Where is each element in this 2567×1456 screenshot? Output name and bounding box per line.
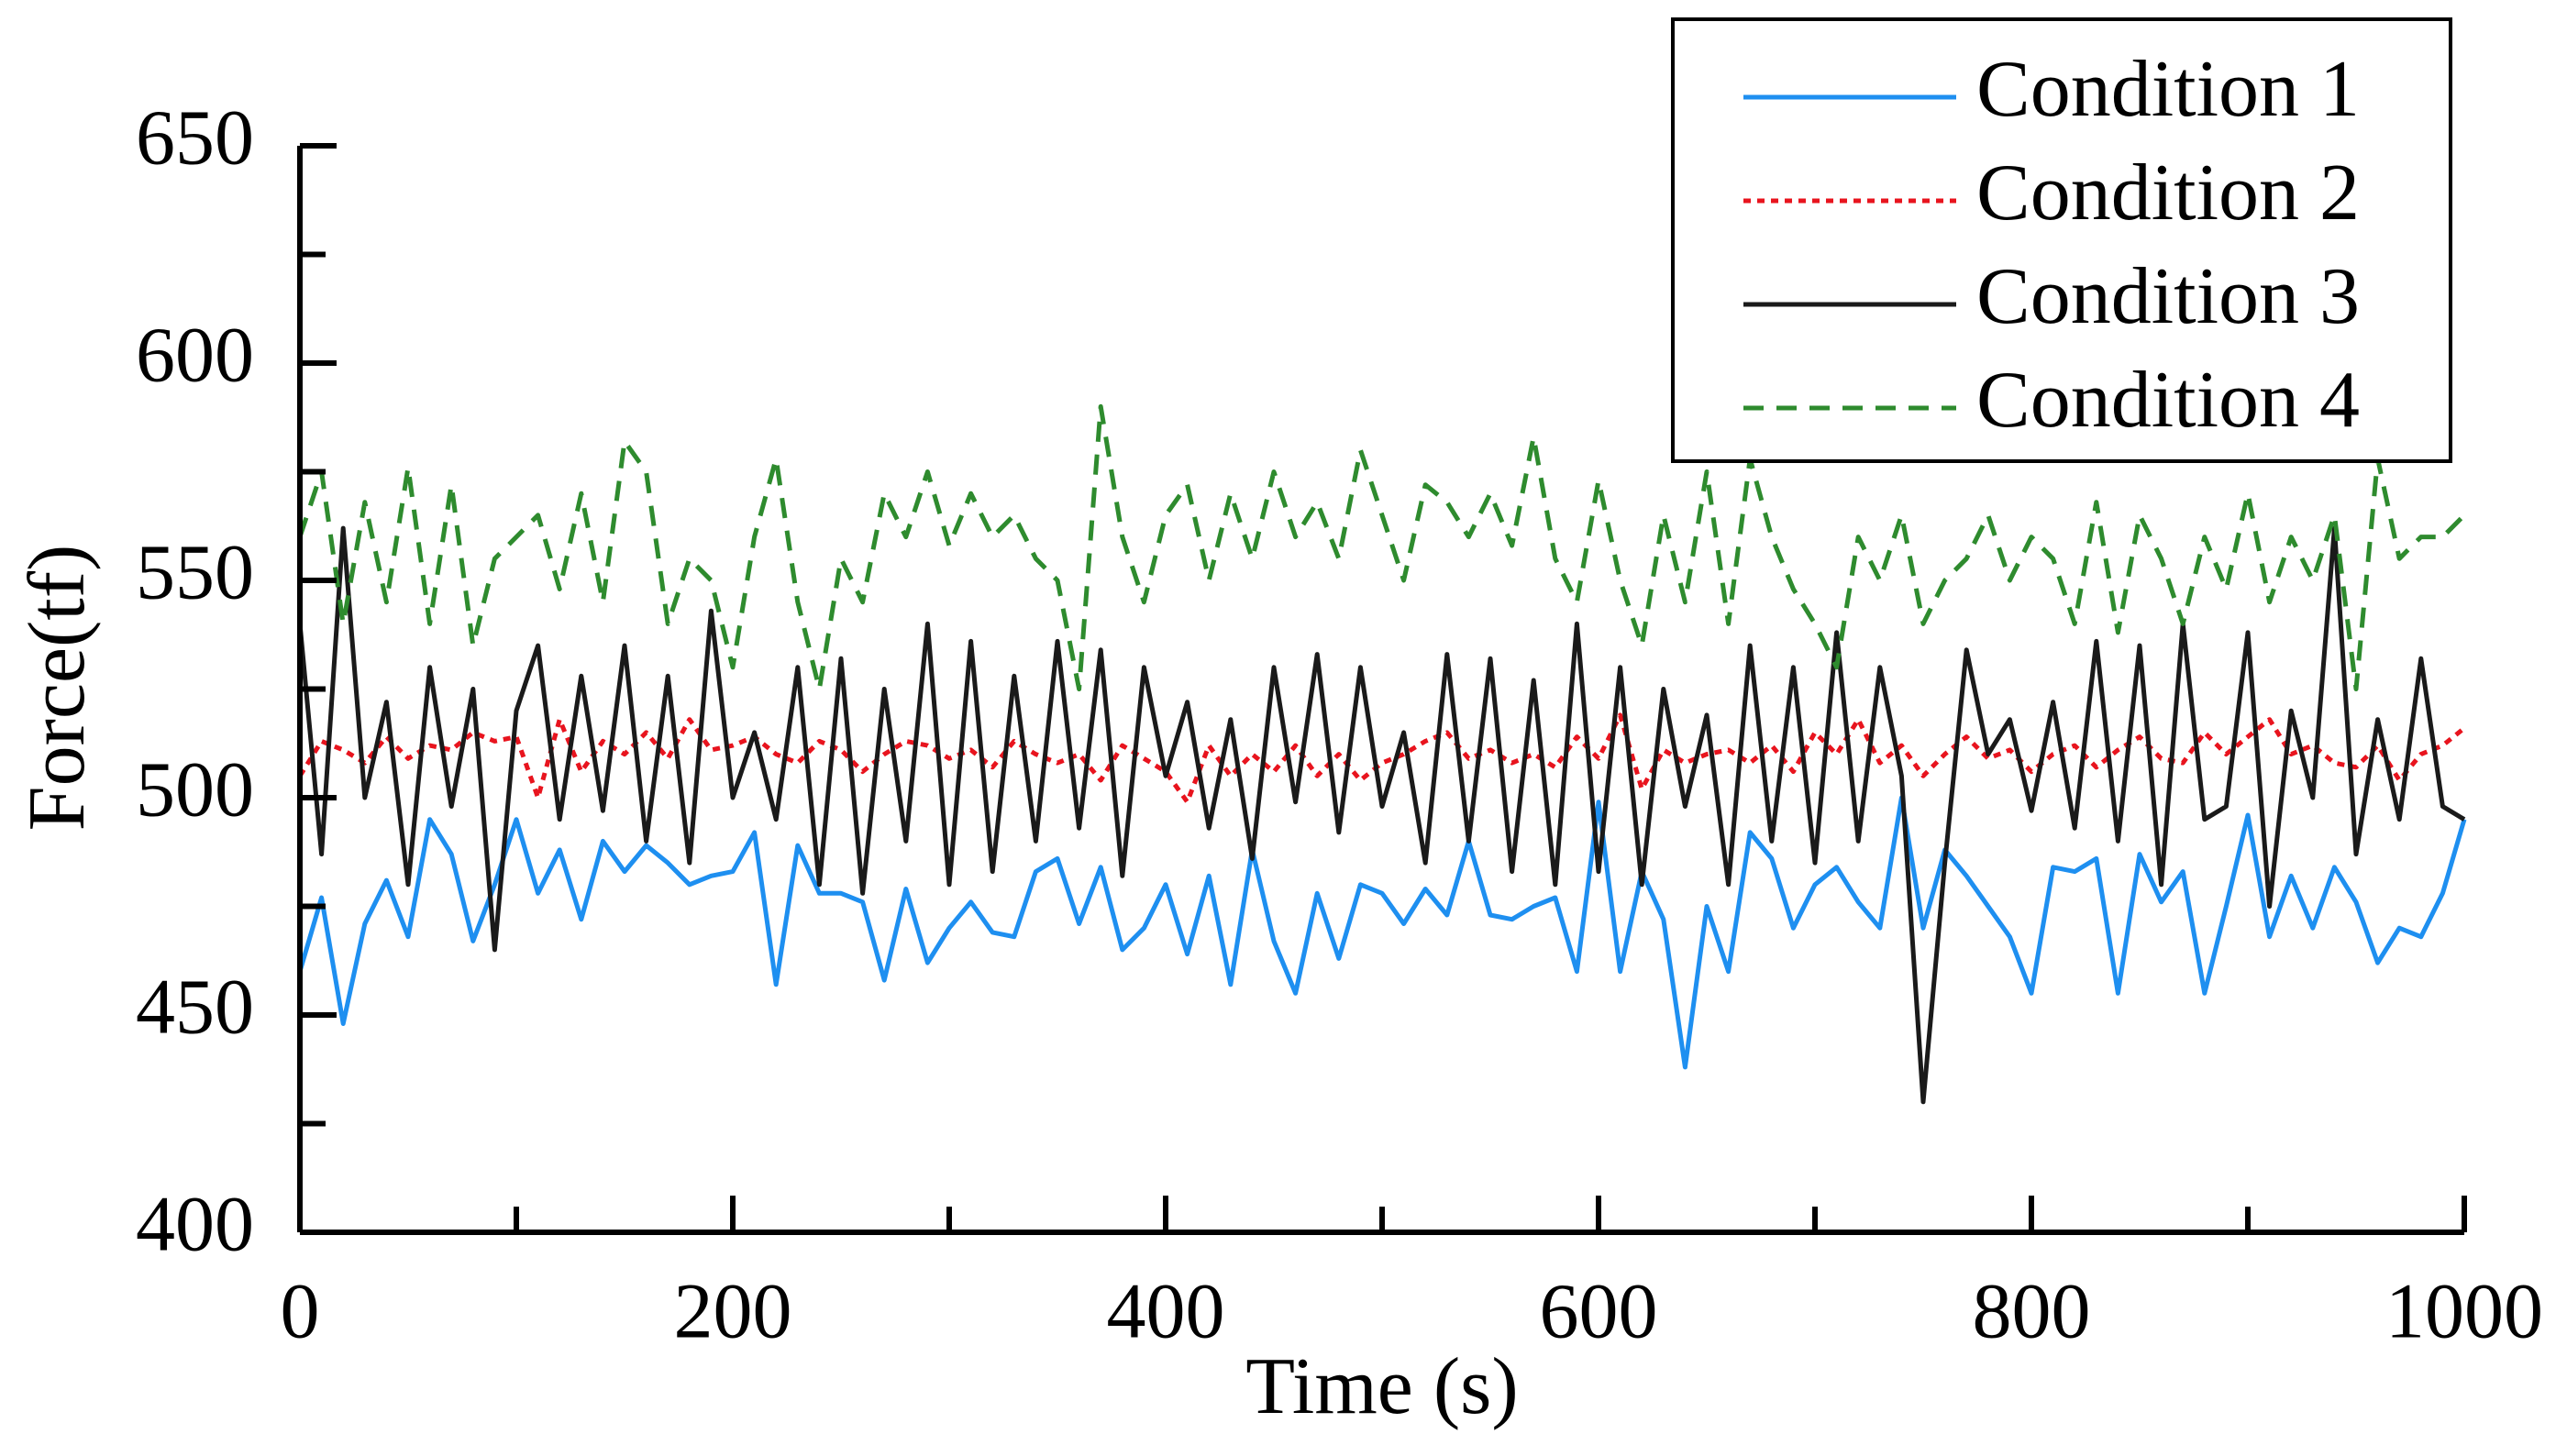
legend-label: Condition 1	[1976, 45, 2360, 134]
x-tick-label: 600	[1540, 1267, 1658, 1355]
x-axis-label: Time (s)	[1245, 1342, 1518, 1431]
series-line	[297, 712, 2466, 805]
series-line	[297, 525, 2466, 1105]
x-tick-label: 1000	[2385, 1267, 2543, 1355]
y-axis-label: Force(tf)	[13, 545, 102, 832]
y-tick-label: 600	[136, 311, 254, 399]
y-tick-label: 500	[136, 745, 254, 833]
legend-label: Condition 4	[1976, 356, 2360, 445]
y-tick-label: 450	[136, 963, 254, 1051]
legend-label: Condition 2	[1976, 149, 2360, 237]
y-tick-label: 550	[136, 528, 254, 616]
x-tick-label: 0	[281, 1267, 320, 1355]
x-tick-label: 800	[1973, 1267, 2091, 1355]
y-tick-label: 650	[136, 94, 254, 182]
series-line	[297, 403, 2466, 691]
y-tick-label: 400	[136, 1180, 254, 1268]
legend-label: Condition 3	[1976, 252, 2360, 341]
x-tick-label: 400	[1107, 1267, 1225, 1355]
legend-box	[1671, 17, 2452, 463]
series-line	[297, 795, 2467, 1070]
x-tick-label: 200	[674, 1267, 792, 1355]
